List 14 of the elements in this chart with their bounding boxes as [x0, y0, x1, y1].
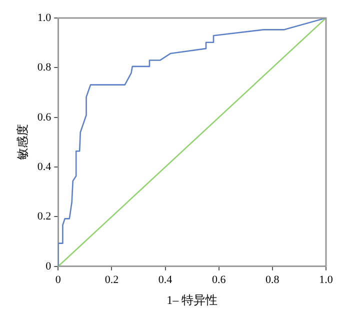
x-tick-label: 0.2 — [104, 274, 119, 286]
x-axis-title: 1– 特异性 — [166, 292, 218, 307]
y-tick-label: 0.8 — [37, 62, 52, 74]
x-tick-label: 0.8 — [266, 274, 280, 286]
y-axis-title: 敏感度 — [15, 124, 30, 160]
y-tick-label: 0.4 — [37, 160, 52, 173]
y-tick-label: 0.2 — [37, 210, 52, 223]
x-tick-label: 1.0 — [319, 274, 334, 286]
x-tick-label: 0 — [55, 274, 62, 286]
x-tick-label: 0.4 — [158, 274, 173, 286]
x-tick-label: 0.6 — [212, 274, 226, 286]
y-tick-label: 0 — [46, 260, 52, 272]
y-tick-label: 0.6 — [37, 111, 52, 124]
y-tick-label: 1.0 — [37, 12, 52, 24]
